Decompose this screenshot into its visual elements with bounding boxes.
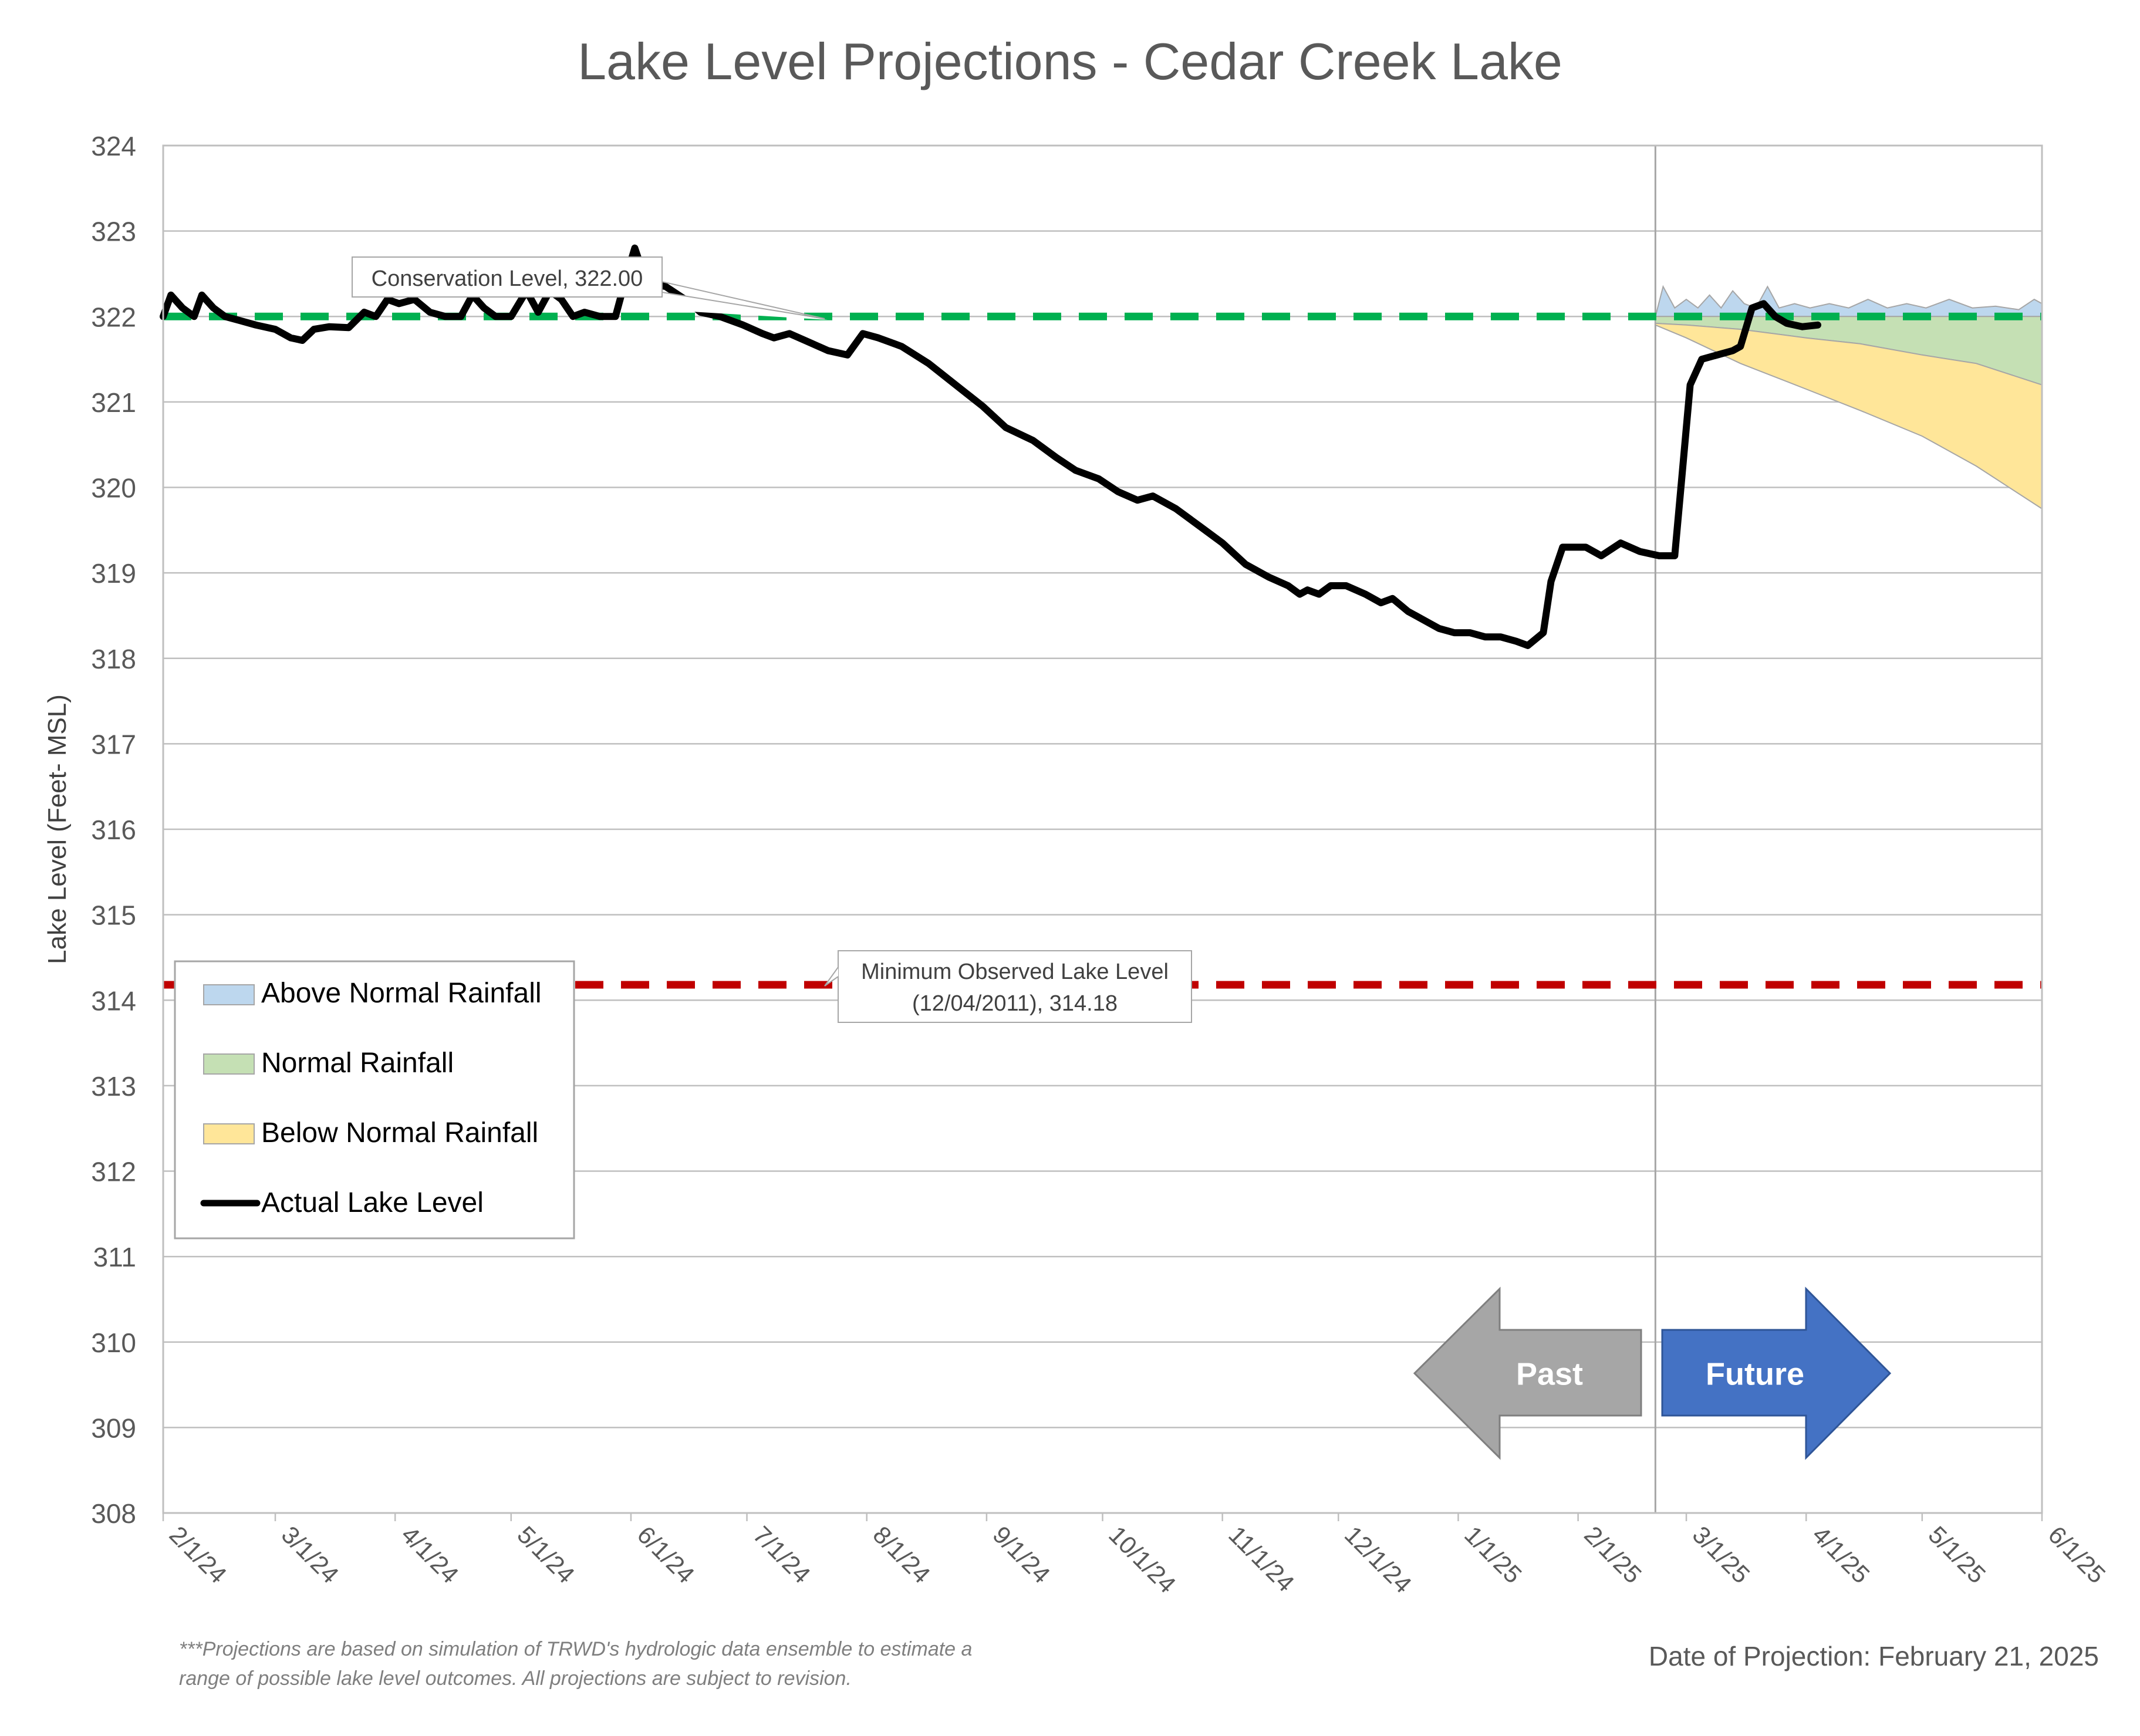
future-label: Future [1706, 1356, 1804, 1391]
y-axis-label: Lake Level (Feet- MSL) [43, 694, 72, 964]
minimum-level-label-line1: Minimum Observed Lake Level [861, 960, 1169, 984]
y-axis-tick-labels: 308 309 310 311 312 313 314 315 316 317 318 319 320 3… [91, 131, 136, 1529]
y-tick-label: 309 [91, 1413, 136, 1443]
past-label: Past [1516, 1356, 1583, 1391]
y-tick-label: 318 [91, 644, 136, 674]
chart-title: Lake Level Projections - Cedar Creek Lak… [578, 32, 1562, 90]
y-tick-label: 311 [93, 1242, 136, 1272]
legend-label-normal: Normal Rainfall [261, 1048, 454, 1079]
legend-swatch-below-normal [203, 1123, 255, 1144]
y-tick-label: 320 [91, 473, 136, 504]
legend-label-above-normal: Above Normal Rainfall [261, 978, 542, 1009]
y-tick-label: 321 [91, 387, 136, 418]
conservation-level-callout: Conservation Level, 322.00 [352, 256, 828, 320]
y-tick-label: 317 [91, 729, 136, 759]
y-tick-label: 324 [91, 131, 136, 161]
conservation-level-label: Conservation Level, 322.00 [372, 266, 643, 291]
legend-label-actual: Actual Lake Level [261, 1187, 484, 1218]
projection-date: Date of Projection: February 21, 2025 [1648, 1641, 2099, 1671]
y-tick-label: 308 [91, 1498, 136, 1529]
actual-lake-level-series [160, 244, 1821, 649]
legend-swatch-normal [203, 1053, 255, 1075]
legend-swatch-above-normal [203, 984, 255, 1005]
y-tick-label: 323 [91, 217, 136, 247]
minimum-level-callout: Minimum Observed Lake Level (12/04/2011)… [824, 950, 1192, 1023]
y-tick-label: 312 [91, 1157, 136, 1187]
y-tick-label: 319 [91, 558, 136, 589]
past-arrow: Past [1413, 1286, 1642, 1460]
actual-lake-level-line [160, 244, 1821, 649]
future-arrow: Future [1661, 1286, 1892, 1460]
legend: Above Normal Rainfall Normal Rainfall Be… [174, 960, 575, 1239]
footnote-line1: ***Projections are based on simulation o… [179, 1638, 973, 1660]
minimum-level-label-line2: (12/04/2011), 314.18 [912, 991, 1118, 1016]
legend-label-below-normal: Below Normal Rainfall [261, 1117, 538, 1149]
plot-area-border [162, 144, 2043, 1514]
projection-footnote: ***Projections are based on simulation o… [179, 1634, 1147, 1693]
footnote-line2: range of possible lake level outcomes. A… [179, 1667, 852, 1690]
y-tick-label: 316 [91, 815, 136, 845]
y-tick-label: 315 [91, 900, 136, 931]
y-tick-label: 313 [91, 1071, 136, 1102]
y-tick-label: 322 [91, 302, 136, 332]
y-tick-label: 314 [91, 985, 136, 1016]
y-tick-label: 310 [91, 1328, 136, 1358]
